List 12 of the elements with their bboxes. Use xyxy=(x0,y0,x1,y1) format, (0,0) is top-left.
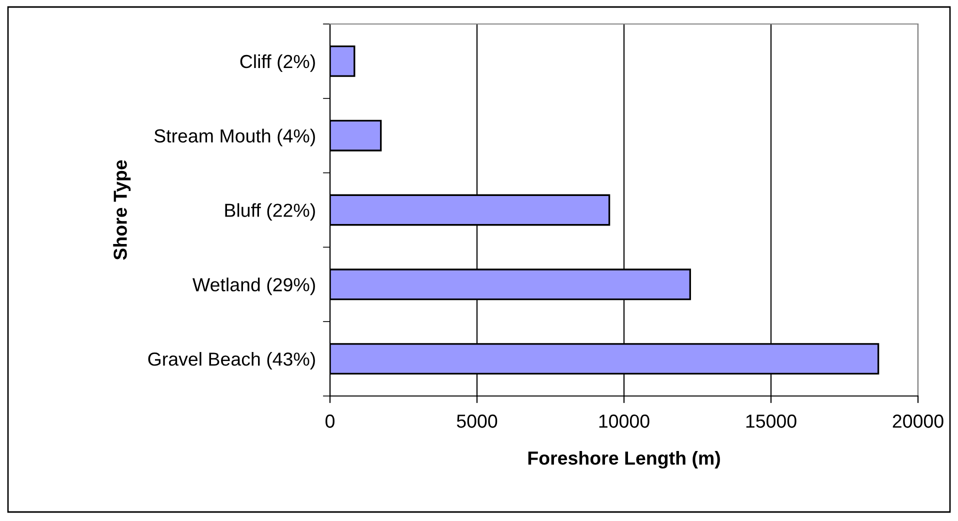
y-axis-title: Shore Type xyxy=(113,160,131,260)
x-tick-label: 20000 xyxy=(892,414,944,428)
x-axis-title: Foreshore Length (m) xyxy=(528,450,720,469)
y-tick-label: Stream Mouth (4%) xyxy=(154,128,315,146)
y-tick-label: Bluff (22%) xyxy=(225,203,315,221)
x-tick-label: 5000 xyxy=(456,414,498,428)
y-tick-label: Cliff (2%) xyxy=(240,54,315,72)
y-tick-label: Gravel Beach (43%) xyxy=(148,352,315,370)
x-tick-label: 15000 xyxy=(746,414,796,428)
y-tick-label: Wetland (29%) xyxy=(192,278,315,296)
x-tick-label: 10000 xyxy=(599,414,650,428)
x-tick-label: 0 xyxy=(326,414,334,428)
